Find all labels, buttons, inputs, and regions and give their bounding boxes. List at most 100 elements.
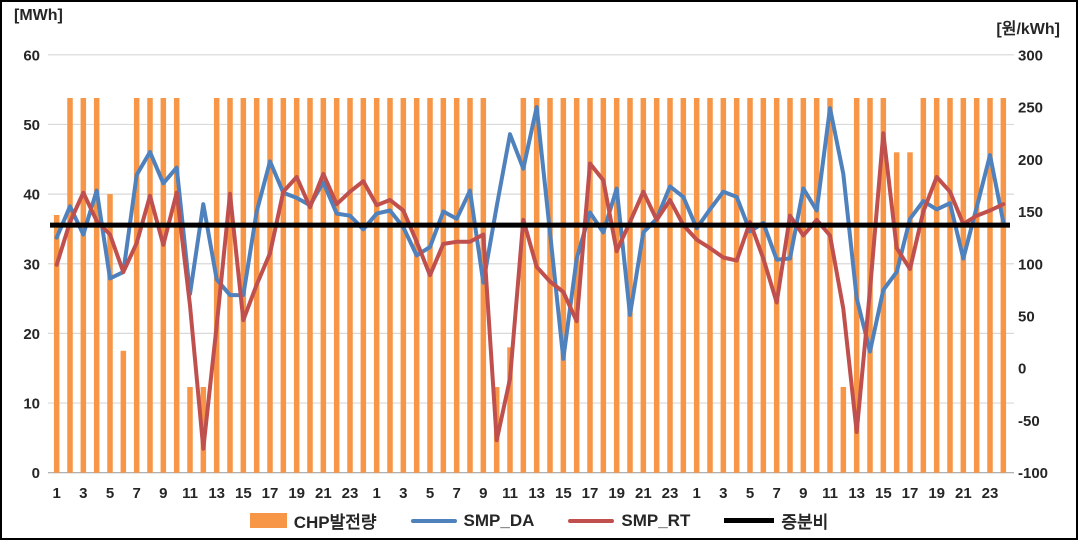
- left-axis-tick-label: 50: [23, 117, 40, 134]
- legend-item-smp-rt[interactable]: SMP_RT: [568, 511, 690, 531]
- bar[interactable]: [880, 97, 887, 473]
- right-axis-tick-label: 50: [1018, 308, 1035, 325]
- right-axis-tick-label: 250: [1018, 100, 1043, 117]
- bar[interactable]: [93, 97, 100, 473]
- bar[interactable]: [693, 97, 700, 473]
- x-axis-tick-label: 21: [955, 485, 972, 502]
- bar[interactable]: [707, 97, 713, 473]
- bar[interactable]: [453, 97, 460, 473]
- left-axis-tick-label: 40: [23, 187, 40, 204]
- legend-label-chp: CHP발전량: [293, 513, 377, 532]
- bar[interactable]: [667, 97, 673, 473]
- bar[interactable]: [107, 194, 113, 473]
- bar[interactable]: [267, 97, 273, 473]
- legend-item-smp-da[interactable]: SMP_DA: [410, 511, 534, 531]
- bar[interactable]: [920, 97, 927, 473]
- bar[interactable]: [80, 97, 87, 473]
- bar[interactable]: [427, 97, 433, 473]
- bar[interactable]: [467, 97, 473, 473]
- bar[interactable]: [1000, 97, 1007, 473]
- bar[interactable]: [413, 97, 420, 473]
- left-axis-tick-label: 60: [23, 47, 40, 64]
- bar[interactable]: [760, 97, 767, 473]
- legend: CHP발전량 SMP_DA SMP_RT 증분비: [2, 508, 1076, 533]
- bar[interactable]: [787, 97, 793, 473]
- x-axis-tick-label: 7: [452, 485, 460, 502]
- bar[interactable]: [893, 152, 900, 473]
- line-series-SMP_DA[interactable]: [54, 105, 1006, 361]
- bar[interactable]: [53, 214, 60, 473]
- bar[interactable]: [507, 347, 513, 473]
- bar[interactable]: [573, 97, 580, 473]
- bar[interactable]: [373, 97, 380, 473]
- legend-item-incremental[interactable]: 증분비: [724, 508, 828, 533]
- bar[interactable]: [480, 97, 487, 473]
- bar[interactable]: [747, 97, 753, 473]
- line-series-SMP_RT[interactable]: [54, 131, 1006, 451]
- bar[interactable]: [147, 97, 153, 473]
- bar[interactable]: [947, 97, 953, 473]
- bar[interactable]: [547, 97, 553, 473]
- bar[interactable]: [213, 97, 220, 473]
- bar[interactable]: [933, 97, 940, 473]
- x-axis-tick-label: 19: [288, 485, 305, 502]
- x-axis-tick-label: 23: [982, 485, 999, 502]
- x-axis-tick-label: 9: [479, 485, 487, 502]
- bar[interactable]: [840, 387, 847, 473]
- bar[interactable]: [733, 97, 740, 473]
- bar[interactable]: [307, 97, 313, 473]
- bar[interactable]: [400, 97, 407, 473]
- bar[interactable]: [827, 97, 833, 473]
- x-axis-tick-label: 3: [79, 485, 87, 502]
- bar[interactable]: [440, 97, 447, 473]
- left-axis-unit-label: [MWh]: [14, 7, 63, 24]
- x-axis-tick-label: 9: [799, 485, 807, 502]
- bar[interactable]: [613, 97, 620, 473]
- bar[interactable]: [987, 97, 993, 473]
- x-axis-tick-label: 13: [208, 485, 225, 502]
- bar[interactable]: [720, 97, 727, 473]
- bar[interactable]: [67, 97, 73, 473]
- bar[interactable]: [960, 97, 967, 473]
- bar[interactable]: [520, 97, 527, 473]
- bar[interactable]: [133, 97, 140, 473]
- bar[interactable]: [907, 152, 913, 473]
- bar[interactable]: [640, 97, 647, 473]
- bar[interactable]: [813, 97, 820, 473]
- bar[interactable]: [973, 97, 980, 473]
- bar[interactable]: [387, 97, 393, 473]
- right-axis-tick-label: 200: [1018, 152, 1043, 169]
- bar[interactable]: [187, 387, 193, 473]
- right-axis-tick-label: 150: [1018, 204, 1043, 221]
- x-axis-tick-label: 1: [372, 485, 380, 502]
- bar[interactable]: [360, 97, 367, 473]
- bar[interactable]: [600, 97, 607, 473]
- bar[interactable]: [587, 97, 593, 473]
- bar[interactable]: [560, 97, 567, 473]
- bar[interactable]: [120, 350, 127, 473]
- bar[interactable]: [333, 97, 340, 473]
- legend-label-incremental: 증분비: [781, 513, 829, 532]
- bar[interactable]: [627, 97, 633, 473]
- bar[interactable]: [227, 97, 233, 473]
- smp-rt-line-swatch: [568, 518, 615, 523]
- bar[interactable]: [320, 97, 327, 473]
- x-axis-tick-label: 15: [875, 485, 892, 502]
- left-axis-tick-label: 30: [23, 256, 40, 273]
- bar[interactable]: [280, 97, 287, 473]
- bar[interactable]: [160, 97, 167, 473]
- legend-item-chp[interactable]: CHP발전량: [249, 508, 377, 533]
- bar[interactable]: [800, 97, 807, 473]
- bar[interactable]: [773, 97, 780, 473]
- bar[interactable]: [533, 97, 540, 473]
- right-axis-tick-label: 300: [1018, 47, 1043, 64]
- x-axis-ticks: 1 3 5 7 9 11 13 15 17 19 21 23 1 3 5 7 9 11 13 15 17 19 21 23 1 3…: [52, 485, 998, 502]
- bar[interactable]: [653, 97, 660, 473]
- bar[interactable]: [680, 97, 687, 473]
- bar[interactable]: [293, 97, 300, 473]
- bar[interactable]: [173, 97, 180, 473]
- bar[interactable]: [347, 97, 353, 473]
- x-axis-tick-label: 17: [902, 485, 919, 502]
